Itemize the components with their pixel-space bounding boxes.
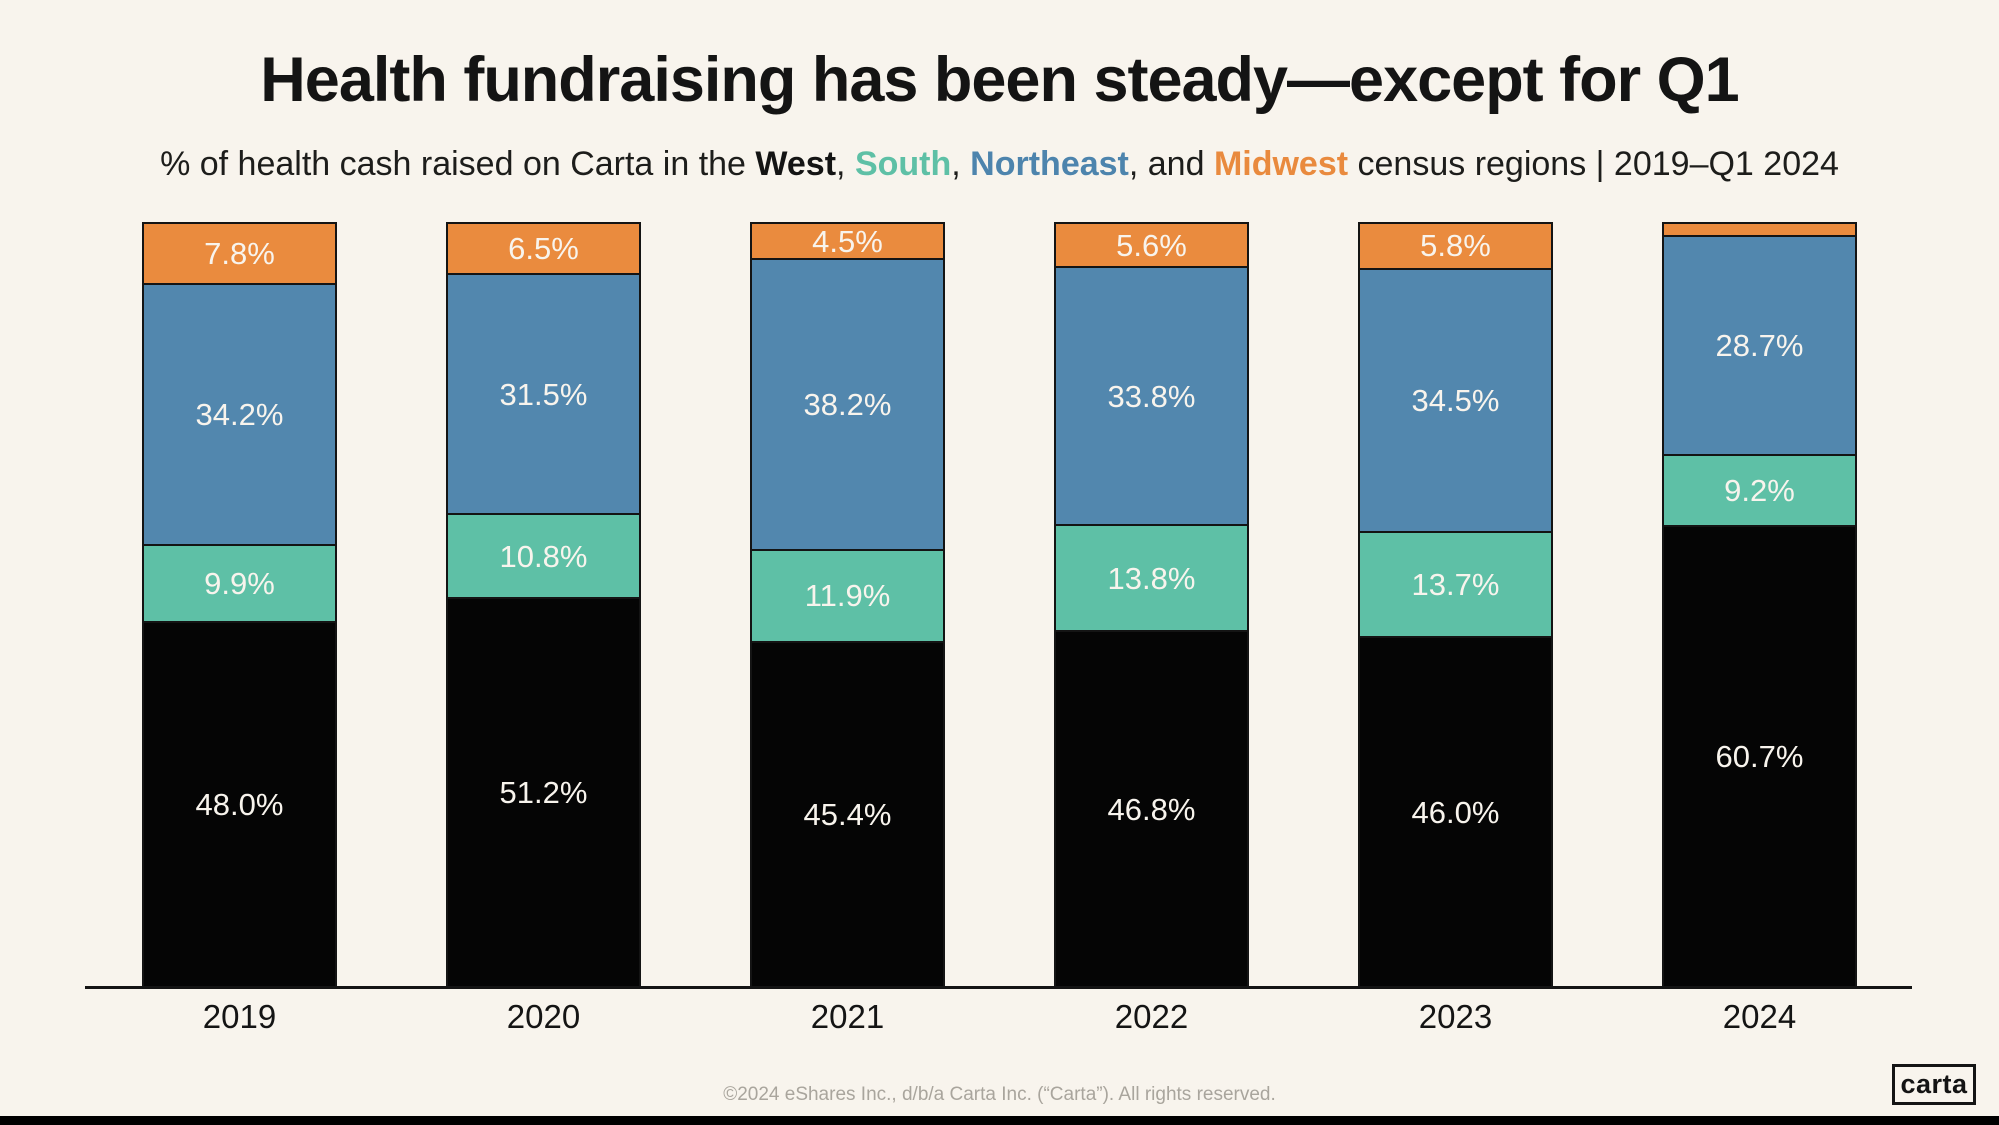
stacked-bar-2019: 7.8% 34.2% 9.9% 48.0% (142, 222, 337, 988)
segment-value-label: 34.2% (195, 396, 284, 432)
x-axis-label-2019: 2019 (202, 998, 277, 1035)
segment-value-label: 51.2% (499, 774, 588, 810)
segment-midwest-2019: 7.8% (144, 224, 335, 284)
stacked-bar-2021: 4.5% 38.2% 11.9% 45.4% (750, 222, 945, 988)
segment-west-2022: 46.8% (1056, 630, 1247, 987)
segment-south-2021: 11.9% (752, 548, 943, 641)
segment-west-2024: 60.7% (1664, 525, 1855, 986)
segment-value-label: 45.4% (803, 796, 892, 832)
legend-northeast-label: Northeast (970, 145, 1129, 183)
x-axis-label-2020: 2020 (506, 998, 581, 1035)
segment-northeast-2020: 31.5% (448, 273, 639, 514)
legend-midwest-label: Midwest (1213, 145, 1349, 183)
stacked-bar-2023: 5.8% 34.5% 13.7% 46.0% (1358, 222, 1553, 988)
segment-value-label: 28.7% (1715, 327, 1804, 363)
chart-area: 7.8% 34.2% 9.9% 48.0% 6.5% 31.5% 10.8% 51.2% 4.5… (0, 222, 1999, 988)
segment-value-label: 6.5% (508, 231, 579, 267)
segment-value-label: 33.8% (1107, 378, 1196, 414)
x-axis-label-2022: 2022 (1114, 998, 1189, 1035)
subtitle-suffix: census regions | 2019–Q1 2024 (1348, 145, 1839, 183)
segment-value-label: 48.0% (195, 786, 284, 822)
segment-midwest-2022: 5.6% (1056, 224, 1247, 267)
segment-midwest-2023: 5.8% (1360, 224, 1551, 268)
segment-northeast-2024: 28.7% (1664, 234, 1855, 454)
segment-south-2019: 9.9% (144, 543, 335, 621)
segment-value-label: 7.8% (204, 236, 275, 272)
segment-value-label: 9.9% (204, 565, 275, 601)
segment-value-label: 11.9% (804, 578, 891, 614)
segment-value-label: 34.5% (1411, 382, 1500, 418)
stacked-bar-2022: 5.6% 33.8% 13.8% 46.8% (1054, 222, 1249, 988)
segment-west-2023: 46.0% (1360, 636, 1551, 986)
segment-west-2021: 45.4% (752, 640, 943, 986)
segment-value-label: 13.7% (1411, 566, 1500, 602)
x-axis-label-2024: 2024 (1722, 998, 1797, 1035)
subtitle-prefix: % of health cash raised on Carta in the (160, 145, 756, 183)
subtitle-sep1: , (836, 145, 855, 183)
segment-value-label: 9.2% (1724, 472, 1795, 508)
segment-northeast-2023: 34.5% (1360, 267, 1551, 531)
x-axis-label-2023: 2023 (1418, 998, 1493, 1035)
stacked-bar-2020: 6.5% 31.5% 10.8% 51.2% (446, 222, 641, 988)
segment-south-2023: 13.7% (1360, 530, 1551, 637)
segment-value-label: 31.5% (499, 376, 588, 412)
subtitle-sep2: , (951, 145, 971, 183)
carta-logo: carta (1892, 1064, 1976, 1105)
legend-west-label: West (755, 145, 837, 183)
segment-value-label: 5.6% (1116, 227, 1187, 263)
x-axis-label-2021: 2021 (810, 998, 885, 1035)
segment-value-label: 60.7% (1715, 739, 1804, 775)
segment-west-2019: 48.0% (144, 620, 335, 987)
chart-subtitle: % of health cash raised on Carta in the … (0, 145, 1999, 184)
segment-value-label: 38.2% (803, 386, 892, 422)
segment-northeast-2022: 33.8% (1056, 266, 1247, 524)
bottom-border-strip (0, 1116, 1999, 1125)
segment-south-2020: 10.8% (448, 513, 639, 597)
segment-value-label: 5.8% (1420, 228, 1491, 264)
subtitle-sep3: , and (1128, 145, 1214, 183)
segment-south-2022: 13.8% (1056, 523, 1247, 631)
segment-northeast-2019: 34.2% (144, 283, 335, 544)
segment-midwest-2020: 6.5% (448, 224, 639, 274)
segment-west-2020: 51.2% (448, 596, 639, 986)
segment-value-label: 46.0% (1411, 794, 1500, 830)
legend-south-label: South (854, 145, 952, 183)
segment-value-label: 4.5% (812, 223, 883, 259)
stacked-bar-2024: 28.7% 9.2% 60.7% (1662, 222, 1857, 988)
copyright-text: ©2024 eShares Inc., d/b/a Carta Inc. (“C… (723, 1084, 1276, 1105)
segment-south-2024: 9.2% (1664, 453, 1855, 526)
segment-midwest-2021: 4.5% (752, 223, 943, 259)
x-axis-line (85, 986, 1912, 989)
segment-value-label: 46.8% (1107, 791, 1196, 827)
segment-value-label: 13.8% (1107, 560, 1196, 596)
page-title: Health fundraising has been steady—excep… (260, 45, 1739, 115)
segment-midwest-2024 (1664, 224, 1855, 235)
segment-value-label: 10.8% (499, 538, 588, 574)
segment-northeast-2021: 38.2% (752, 258, 943, 549)
